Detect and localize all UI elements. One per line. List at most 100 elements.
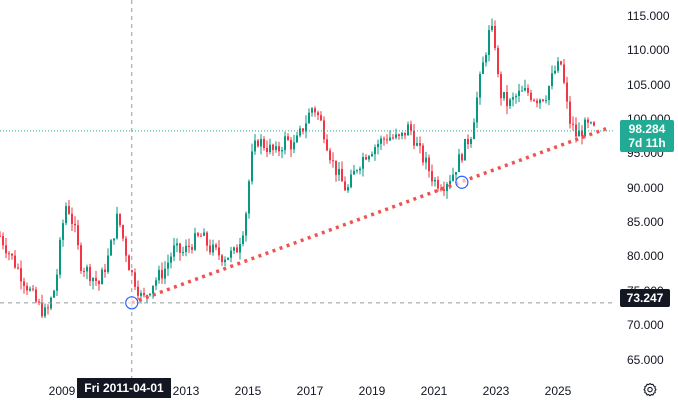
time-tick-label: 2009 bbox=[48, 384, 76, 398]
candle-body bbox=[503, 92, 505, 99]
candle-body bbox=[119, 213, 121, 226]
trendline-anchor-handle bbox=[455, 175, 469, 189]
candle-body bbox=[590, 122, 592, 124]
candle-body bbox=[440, 188, 442, 190]
candle-body bbox=[101, 269, 103, 285]
candle-body bbox=[254, 140, 256, 152]
candle-body bbox=[143, 293, 145, 296]
candle-body bbox=[209, 245, 211, 253]
candle-body bbox=[338, 168, 340, 175]
candle-body bbox=[281, 150, 283, 152]
time-tick-label: 2019 bbox=[358, 384, 386, 398]
candle-body bbox=[377, 143, 379, 148]
candle-body bbox=[83, 270, 85, 272]
candle-body bbox=[410, 124, 412, 131]
candle-body bbox=[110, 240, 112, 256]
candle-body bbox=[389, 137, 391, 141]
candle-body bbox=[335, 160, 337, 175]
last-price-value: 98.284 bbox=[628, 122, 666, 136]
price-tick-label: 80.000 bbox=[627, 249, 664, 264]
candle-body bbox=[134, 272, 136, 287]
candle-body bbox=[509, 99, 511, 107]
candle-body bbox=[542, 99, 544, 101]
candle-body bbox=[149, 293, 151, 296]
candle-body bbox=[23, 281, 25, 286]
candle-body bbox=[137, 286, 139, 296]
candle-body bbox=[527, 87, 529, 93]
candle-body bbox=[419, 143, 421, 146]
price-tick-label: 115.000 bbox=[627, 9, 670, 23]
candle-body bbox=[551, 73, 553, 87]
candle-body bbox=[536, 100, 538, 104]
price-tick-label: 90.000 bbox=[627, 180, 664, 195]
candle-body bbox=[125, 238, 127, 256]
candle-body bbox=[299, 128, 301, 136]
candle-body bbox=[581, 130, 583, 137]
candle-body bbox=[557, 61, 559, 71]
candle-body bbox=[212, 244, 214, 253]
candle-body bbox=[242, 235, 244, 245]
candle-body bbox=[425, 157, 427, 163]
candle-body bbox=[518, 90, 520, 96]
candle-body bbox=[224, 259, 226, 263]
candle-body bbox=[521, 90, 523, 92]
candle-body bbox=[113, 238, 115, 241]
time-tick-label: 2013 bbox=[172, 384, 200, 398]
candle-body bbox=[566, 82, 568, 102]
candle-body bbox=[296, 135, 298, 143]
candle-body bbox=[401, 132, 403, 136]
candle-body bbox=[572, 123, 574, 125]
candle-body bbox=[140, 293, 142, 296]
candle-body bbox=[17, 267, 19, 269]
candle-body bbox=[461, 154, 463, 161]
candle-body bbox=[11, 253, 13, 256]
candle-body bbox=[488, 29, 490, 55]
candle-body bbox=[272, 144, 274, 150]
candle-body bbox=[362, 157, 364, 169]
candle-body bbox=[215, 244, 217, 248]
candle-body bbox=[206, 232, 208, 246]
candle-body bbox=[356, 170, 358, 172]
candle-body bbox=[191, 247, 193, 250]
candle-body bbox=[218, 247, 220, 256]
candle-body bbox=[569, 101, 571, 124]
candle-body bbox=[104, 269, 106, 273]
candle-body bbox=[230, 250, 232, 258]
candle-body bbox=[8, 253, 10, 255]
candle-body bbox=[512, 97, 514, 100]
candle-body bbox=[278, 146, 280, 152]
candle-body bbox=[89, 266, 91, 282]
candle-body bbox=[407, 124, 409, 136]
candle-body bbox=[44, 307, 46, 317]
candle-body bbox=[5, 245, 7, 254]
candle-body bbox=[464, 138, 466, 161]
candle-body bbox=[539, 99, 541, 104]
candle-body bbox=[449, 180, 451, 185]
price-tick-label: 110.000 bbox=[627, 43, 670, 58]
candle-body bbox=[395, 134, 397, 138]
candle-body bbox=[236, 247, 238, 253]
candle-body bbox=[92, 277, 94, 282]
settings-gear-icon[interactable] bbox=[642, 382, 658, 398]
candle-body bbox=[263, 139, 265, 148]
candle-body bbox=[413, 130, 415, 146]
candle-body bbox=[443, 189, 445, 192]
candle-body bbox=[38, 301, 40, 303]
candle-body bbox=[545, 100, 547, 102]
candle-body bbox=[563, 64, 565, 83]
candle-body bbox=[77, 225, 79, 246]
candle-body bbox=[500, 74, 502, 99]
candle-body bbox=[251, 151, 253, 182]
candle-body bbox=[515, 95, 517, 98]
candle-body bbox=[59, 239, 61, 275]
candle-body bbox=[107, 255, 109, 273]
time-tick-label: 2021 bbox=[420, 384, 448, 398]
candle-body bbox=[197, 233, 199, 236]
candle-body bbox=[491, 25, 493, 30]
candle-body bbox=[1, 235, 4, 246]
time-tick-label: 2023 bbox=[482, 384, 510, 398]
candle-body bbox=[221, 255, 223, 263]
candle-body bbox=[497, 48, 499, 75]
